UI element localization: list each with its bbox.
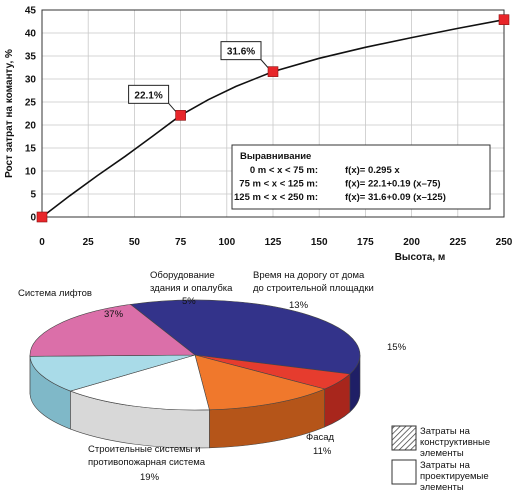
legend-label: Затраты на: [420, 460, 471, 471]
legend-label: проектируемые: [420, 471, 489, 482]
pie-slice: [29, 354, 196, 392]
pie-chart: Система лифтов 37% Оборудование здания и оп…: [18, 270, 490, 493]
data-point: [175, 110, 186, 121]
x-tick-label: 175: [357, 237, 374, 248]
pie-slice-value: 11%: [313, 446, 332, 457]
pie-slice-label: противопожарная система: [88, 457, 206, 468]
x-tick-label: 25: [83, 237, 95, 248]
x-tick-label: 100: [218, 237, 235, 248]
pie-slice-value: 13%: [289, 300, 309, 311]
pie-slice-value: 5%: [182, 296, 196, 307]
legend-label: элементы: [420, 448, 464, 459]
y-axis-label: Рост затрат на команту, %: [4, 49, 15, 178]
pie-slice: [129, 299, 361, 375]
x-axis-label: Высота, м: [395, 252, 446, 263]
x-tick-label: 125: [265, 237, 282, 248]
data-label-leader: [168, 103, 176, 112]
data-label-leader: [260, 59, 269, 68]
pie-slice-value: 15%: [387, 342, 407, 353]
fit-box: [231, 144, 491, 210]
pie-slice-label: Строительные системы и: [88, 444, 200, 455]
data-point: [498, 14, 510, 25]
plot-frame: [41, 9, 505, 218]
pie-slice: [194, 354, 326, 411]
x-tick-label: 150: [311, 237, 328, 248]
x-tick-label: 75: [175, 237, 187, 248]
y-tick-label: 40: [25, 29, 37, 40]
x-tick-label: 225: [449, 237, 466, 248]
fit-box-title: Выравнивание: [240, 151, 311, 162]
y-tick-label: 5: [30, 190, 36, 201]
x-tick-label: 250: [496, 237, 513, 248]
y-tick-label: 0: [30, 213, 36, 224]
legend-label: элементы: [420, 482, 464, 493]
x-tick-label: 0: [39, 237, 45, 248]
data-label: 22.1%: [134, 90, 162, 101]
fit-formula: f(x)= 31.6+0.09 (x–125): [345, 192, 446, 203]
y-tick-label: 20: [25, 121, 37, 132]
pie-slice-value: 37%: [104, 309, 124, 320]
pie-slice: [69, 354, 210, 411]
data-point: [36, 211, 48, 223]
pie-slice: [29, 304, 196, 357]
legend-label: конструктивные: [420, 437, 490, 448]
y-tick-label: 15: [25, 144, 37, 155]
data-label: 31.6%: [227, 47, 255, 58]
pie-slice-label: здания и опалубка: [150, 283, 233, 294]
y-tick-label: 35: [25, 52, 37, 63]
pie-slice-label: Оборудование: [150, 270, 215, 281]
y-tick-label: 25: [25, 98, 37, 109]
data-label-box: [128, 84, 170, 104]
pie-slice-label: Система лифтов: [18, 288, 92, 299]
fit-formula: f(x)= 0.295 x: [345, 165, 400, 176]
line-chart: 0 5 10 15 20 25 30 35 40 45 0 25 50 75 100 125 150 175 200…: [4, 6, 513, 264]
y-tick-label: 10: [25, 167, 37, 178]
pie-slice-label: до строительной площадки: [253, 283, 374, 294]
legend-swatch: [391, 425, 417, 451]
series-line: [41, 18, 505, 218]
y-tick-label: 30: [25, 75, 37, 86]
x-tick-label: 50: [129, 237, 141, 248]
y-tick-label: 45: [25, 6, 37, 17]
data-label-box: [220, 41, 262, 61]
fit-range: 0 m < x < 75 m:: [250, 165, 318, 176]
pie-slice-value: 19%: [140, 472, 160, 483]
pie-slice-label: Фасад: [306, 432, 335, 443]
fit-range: 125 m < x < 250 m:: [234, 192, 318, 203]
fit-range: 75 m < x < 125 m:: [239, 179, 318, 190]
fit-formula: f(x)= 22.1+0.19 (x–75): [345, 179, 441, 190]
data-point: [267, 66, 279, 77]
legend-label: Затраты на: [420, 426, 471, 437]
x-tick-label: 200: [403, 237, 420, 248]
legend-swatch: [391, 459, 417, 485]
pie-slice-label: Время на дорогу от дома: [253, 270, 365, 281]
